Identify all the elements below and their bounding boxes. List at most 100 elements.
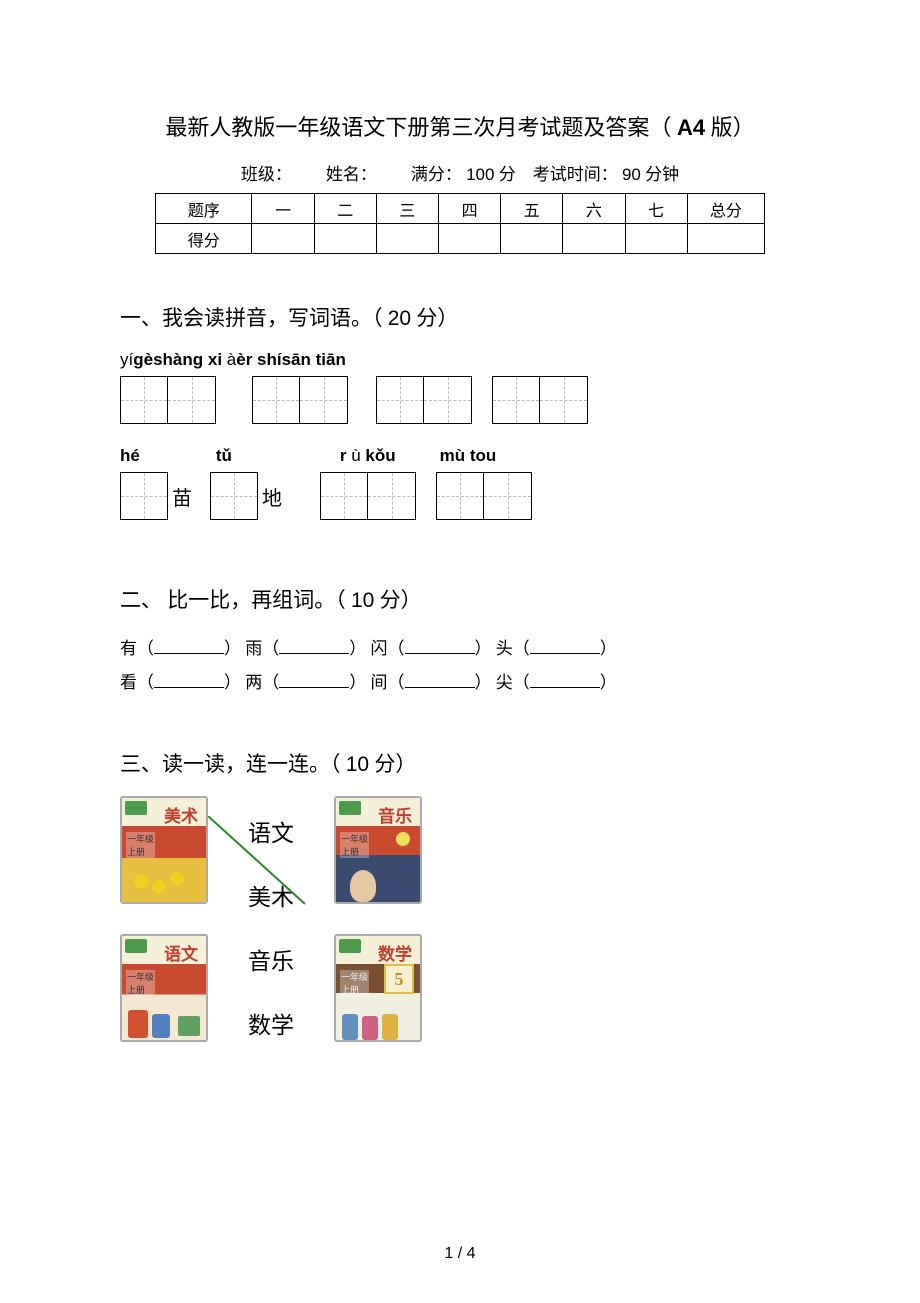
py: à bbox=[222, 350, 236, 369]
t: ） 头（ bbox=[475, 639, 530, 658]
col-3: 三 bbox=[376, 194, 438, 224]
figure-icon bbox=[178, 1016, 200, 1036]
subject-shuxue: 数学 bbox=[248, 1006, 294, 1040]
full-unit: 分 bbox=[499, 165, 516, 184]
q2-lines: 有（） 雨（） 闪（） 头（） 看（） 两（） 间（） 尖（） bbox=[120, 632, 800, 700]
py: tǔ bbox=[216, 446, 232, 466]
figure-icon bbox=[152, 1014, 170, 1038]
book-label: 音乐 bbox=[378, 802, 412, 827]
full-label: 满分： bbox=[411, 165, 462, 184]
tian-box bbox=[484, 472, 532, 520]
moon-icon bbox=[396, 832, 410, 846]
pinyin-row-1: yígè shàng xi à èr shí sān tiān bbox=[120, 350, 800, 370]
score-cell bbox=[687, 224, 764, 254]
dot-icon bbox=[152, 880, 166, 894]
full-value: 100 bbox=[466, 165, 494, 184]
green-tag-icon bbox=[339, 939, 361, 953]
time-label: 考试时间： bbox=[533, 165, 618, 184]
tian-box bbox=[368, 472, 416, 520]
tian-box bbox=[210, 472, 258, 520]
time-value: 90 bbox=[622, 165, 641, 184]
grade-label: 一年级上册 bbox=[126, 970, 155, 996]
py: gè bbox=[133, 350, 153, 369]
py: r bbox=[340, 446, 351, 465]
tian-box bbox=[120, 472, 168, 520]
t: ） 尖（ bbox=[475, 673, 530, 692]
q2-title-pre: 二、 比一比，再组词。（ bbox=[120, 588, 346, 612]
table-row: 得分 bbox=[156, 224, 765, 254]
book-math: 数学 一年级上册 5 bbox=[334, 934, 422, 1042]
tian-box bbox=[376, 376, 424, 424]
number-icon: 5 bbox=[384, 964, 414, 994]
page-title: 最新人教版一年级语文下册第三次月考试题及答案（ A4 版） bbox=[120, 110, 800, 142]
t: ） bbox=[600, 673, 617, 692]
green-tag-icon bbox=[339, 801, 361, 815]
score-cell bbox=[376, 224, 438, 254]
blank bbox=[279, 674, 349, 688]
book-music: 音乐 一年级上册 bbox=[334, 796, 422, 904]
score-cell bbox=[501, 224, 563, 254]
subject-yuwen: 语文 bbox=[248, 814, 294, 848]
tian-box bbox=[168, 376, 216, 424]
book-art: 美术 一年级上册 bbox=[120, 796, 208, 904]
q3-title-post: 分） bbox=[374, 752, 416, 776]
py: shàng xi bbox=[153, 350, 222, 369]
q2-points: 10 bbox=[351, 589, 374, 612]
name-label: 姓名： bbox=[326, 165, 377, 184]
col-2: 二 bbox=[314, 194, 376, 224]
score-cell bbox=[252, 224, 314, 254]
q2-title-post: 分） bbox=[380, 588, 422, 612]
q3-area: 美术 一年级上册 语文 一年级上册 bbox=[120, 796, 800, 1042]
time-unit: 分钟 bbox=[645, 165, 679, 184]
py: èr shí bbox=[236, 350, 281, 369]
box-pair bbox=[252, 376, 348, 424]
book-label: 美术 bbox=[164, 802, 198, 827]
q3-points: 10 bbox=[346, 753, 369, 776]
tian-box bbox=[120, 376, 168, 424]
blank bbox=[530, 640, 600, 654]
box-row-2: 苗 地 bbox=[120, 472, 800, 520]
t: ） 雨（ bbox=[224, 639, 279, 658]
box-pair bbox=[492, 376, 588, 424]
book-chinese: 语文 一年级上册 bbox=[120, 934, 208, 1042]
q2-title: 二、 比一比，再组词。（ 10 分） bbox=[120, 584, 800, 614]
dot-icon bbox=[170, 872, 184, 886]
char-di: 地 bbox=[262, 482, 282, 511]
dot-icon bbox=[134, 874, 148, 888]
class-label: 班级： bbox=[241, 165, 292, 184]
box-pair bbox=[376, 376, 472, 424]
book-label: 语文 bbox=[164, 940, 198, 965]
tian-box bbox=[492, 376, 540, 424]
q1-points: 20 bbox=[388, 307, 411, 330]
tian-box bbox=[436, 472, 484, 520]
blank bbox=[530, 674, 600, 688]
figure-icon bbox=[350, 870, 376, 902]
score-cell bbox=[314, 224, 376, 254]
tian-box bbox=[540, 376, 588, 424]
score-table: 题序 一 二 三 四 五 六 七 总分 得分 bbox=[155, 193, 765, 254]
tian-box bbox=[300, 376, 348, 424]
t: ） 间（ bbox=[349, 673, 404, 692]
box-pair bbox=[120, 376, 216, 424]
title-suffix: 版） bbox=[711, 115, 755, 140]
q1-title: 一、我会读拼音，写词语。（ 20 分） bbox=[120, 302, 800, 332]
t: 有（ bbox=[120, 639, 154, 658]
figure-icon bbox=[362, 1016, 378, 1040]
row-label: 得分 bbox=[156, 224, 252, 254]
grade-label: 一年级上册 bbox=[126, 832, 155, 858]
info-line: 班级： 姓名： 满分： 100 分 考试时间： 90 分钟 bbox=[120, 160, 800, 185]
title-prefix: 最新人教版一年级语文下册第三次月考试题及答案（ bbox=[165, 115, 671, 140]
box-pair bbox=[436, 472, 532, 520]
score-cell bbox=[563, 224, 625, 254]
green-tag-icon bbox=[125, 939, 147, 953]
py: hé bbox=[120, 446, 140, 466]
score-cell bbox=[625, 224, 687, 254]
col-6: 六 bbox=[563, 194, 625, 224]
py: kǒu bbox=[365, 446, 395, 465]
figure-icon bbox=[382, 1014, 398, 1040]
q2-line-2: 看（） 两（） 间（） 尖（） bbox=[120, 666, 800, 700]
blank bbox=[154, 640, 224, 654]
box-pair bbox=[320, 472, 416, 520]
py: ù bbox=[351, 446, 365, 465]
box-row-1 bbox=[120, 376, 800, 424]
